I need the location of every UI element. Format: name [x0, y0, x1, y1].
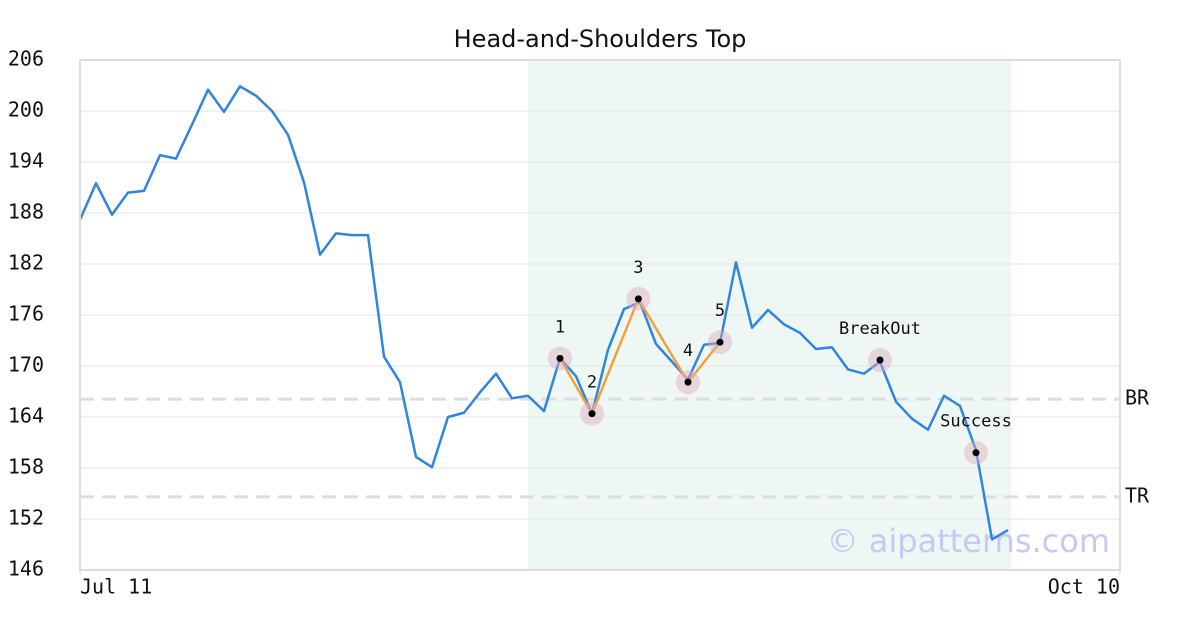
y-tick-label: 200	[8, 98, 44, 122]
point	[972, 449, 980, 457]
y-tick-label: 146	[8, 557, 44, 581]
point	[634, 295, 642, 303]
y-tick-label: 194	[8, 149, 44, 173]
point	[876, 356, 884, 364]
point-label: 5	[715, 301, 725, 321]
point-label: 4	[683, 341, 693, 361]
y-tick-label: 188	[8, 200, 44, 224]
reference-label: BR	[1125, 386, 1150, 410]
y-tick-label: 164	[8, 404, 44, 428]
x-tick-label: Jul 11	[80, 575, 152, 599]
y-tick-label: 182	[8, 251, 44, 275]
y-tick-label: 170	[8, 353, 44, 377]
point	[556, 354, 564, 362]
y-tick-label: 152	[8, 506, 44, 530]
x-tick-label: Oct 10	[1048, 575, 1120, 599]
chart-title: Head-and-Shoulders Top	[454, 25, 747, 53]
point	[588, 410, 596, 418]
y-tick-label: 176	[8, 302, 44, 326]
y-tick-label: 206	[8, 47, 44, 71]
plot-frame	[79, 59, 1121, 571]
point	[716, 338, 724, 346]
point-label: 1	[555, 317, 565, 337]
price-line	[78, 85, 1009, 541]
point-label: Success	[940, 412, 1012, 432]
watermark: © aipatterns.com	[827, 522, 1110, 560]
point	[684, 378, 692, 386]
point-label: BreakOut	[839, 319, 921, 339]
point-label: 2	[587, 373, 597, 393]
y-tick-label: 158	[8, 455, 44, 479]
point-label: 3	[633, 258, 643, 278]
reference-label: TR	[1125, 483, 1150, 507]
